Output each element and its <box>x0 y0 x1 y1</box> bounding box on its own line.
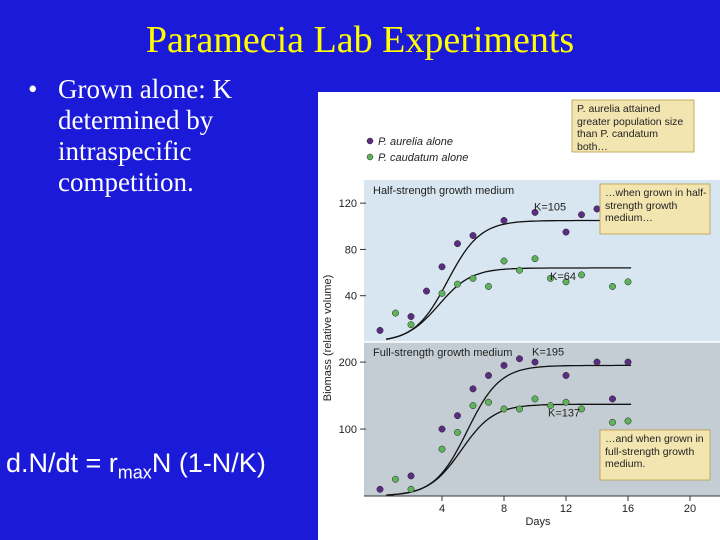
data-point <box>392 309 399 317</box>
y-axis-label: Biomass (relative volume) <box>322 275 334 402</box>
data-point <box>562 398 570 406</box>
data-point <box>438 263 446 271</box>
data-point <box>407 313 415 320</box>
bullet-marker: • <box>28 74 38 104</box>
equation-subscript: max <box>117 462 152 483</box>
data-point <box>578 405 585 413</box>
k-label: K=64 <box>550 271 576 283</box>
bullet-point: • Grown alone: K determined by intraspec… <box>28 74 298 198</box>
data-point <box>392 475 399 483</box>
data-point <box>516 405 523 413</box>
chart-figure: Half-strength growth medium 40 80 120 K=105 K… <box>318 92 720 540</box>
data-point <box>624 358 632 366</box>
data-point <box>531 358 539 366</box>
annotation-top-box <box>571 99 695 153</box>
annotation-middle-container: …when grown in half-strength growth medi… <box>605 187 707 224</box>
y-tick-label: 80 <box>345 244 357 256</box>
equation-lhs: d.N/dt = r <box>6 448 118 478</box>
logistic-equation: d.N/dt = rmaxN (1-N/K) <box>6 448 266 483</box>
data-point <box>407 472 415 480</box>
data-point <box>531 255 539 263</box>
x-tick-label: 8 <box>501 503 507 515</box>
logistic-curve <box>386 403 632 496</box>
annotation-top: P. aurelia attained greater population s… <box>577 103 684 151</box>
data-point <box>562 372 570 379</box>
data-point <box>562 228 570 236</box>
data-point <box>531 395 539 403</box>
x-tick-label: 16 <box>622 503 634 515</box>
k-label: K=105 <box>534 202 566 214</box>
annotation-bottom-box <box>599 429 711 481</box>
k-label: K=137 <box>548 407 580 419</box>
data-point <box>609 395 616 403</box>
equation-rhs: N (1-N/K) <box>151 448 266 478</box>
legend-marker <box>366 137 374 145</box>
x-tick-label: 12 <box>560 503 572 515</box>
y-tick-label: 40 <box>345 291 357 303</box>
data-point <box>376 485 384 493</box>
data-point <box>485 372 492 379</box>
y-tick-label: 120 <box>339 198 357 210</box>
data-point <box>376 326 384 334</box>
data-point <box>469 232 477 239</box>
data-point <box>454 280 461 288</box>
data-point <box>438 445 446 453</box>
data-point <box>469 402 477 410</box>
annotation-middle-box <box>599 183 711 235</box>
k-label: K=195 <box>532 346 564 358</box>
data-point <box>454 240 461 248</box>
data-point <box>407 321 415 329</box>
data-point <box>531 208 539 216</box>
data-point <box>547 274 554 282</box>
data-point <box>500 361 508 369</box>
data-point <box>469 385 477 393</box>
y-tick-label: 100 <box>339 424 357 436</box>
data-point <box>407 485 415 493</box>
annotation-bottom: …and when grown in full-strength growth … <box>605 433 704 470</box>
data-point <box>485 283 492 290</box>
slide-title: Paramecia Lab Experiments <box>145 19 575 61</box>
data-point <box>454 428 461 436</box>
data-point <box>438 289 446 297</box>
x-tick-label: 20 <box>684 503 696 515</box>
legend-entry: P. caudatum alone <box>378 152 468 164</box>
data-point <box>624 278 632 286</box>
data-point <box>438 425 446 433</box>
legend-entry: P. aurelia alone <box>378 136 453 148</box>
data-point <box>547 402 554 410</box>
data-point <box>593 358 601 366</box>
data-point <box>454 412 461 420</box>
data-point <box>469 274 477 282</box>
data-point <box>578 271 585 279</box>
annotation-middle: …when grown in half-strength growth medi… <box>605 187 707 224</box>
data-point <box>562 278 570 286</box>
x-tick-label: 4 <box>439 503 445 515</box>
data-point <box>485 398 492 406</box>
data-point <box>624 417 632 425</box>
data-point <box>516 355 523 363</box>
data-point <box>609 418 616 426</box>
data-point <box>609 283 616 290</box>
legend-marker <box>366 153 374 161</box>
data-point <box>500 217 508 224</box>
annotation-bottom-container: …and when grown in full-strength growth … <box>605 433 704 470</box>
data-point <box>516 266 523 274</box>
data-point <box>578 211 585 219</box>
logistic-curve <box>386 267 632 340</box>
panel-title: Half-strength growth medium <box>373 185 514 197</box>
data-point <box>593 205 601 213</box>
bullet-text: Grown alone: K determined by intraspecif… <box>58 74 232 197</box>
annotation-top-container: P. aurelia attained greater population s… <box>577 103 684 151</box>
data-point <box>500 405 508 413</box>
x-axis-label: Days <box>525 516 551 528</box>
data-point <box>500 257 508 265</box>
panel-title: Full-strength growth medium <box>373 347 512 359</box>
data-point <box>423 287 430 295</box>
chart-svg: Half-strength growth medium 40 80 120 K=105 K… <box>322 99 720 528</box>
y-tick-label: 200 <box>339 357 357 369</box>
logistic-curve <box>386 219 632 340</box>
